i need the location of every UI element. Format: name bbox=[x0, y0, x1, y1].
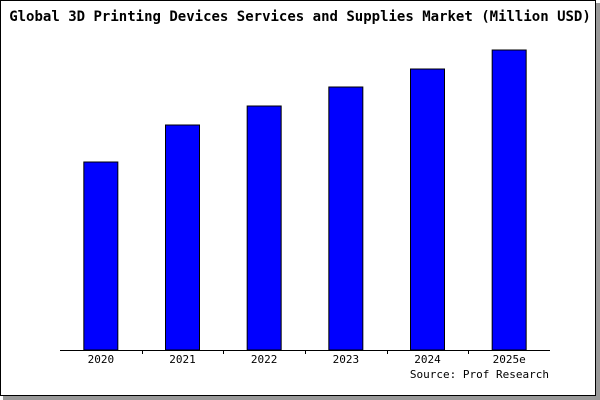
x-tick-label: 2023 bbox=[333, 353, 360, 366]
bar bbox=[246, 105, 282, 351]
bar bbox=[165, 124, 200, 351]
chart-title: Global 3D Printing Devices Services and … bbox=[9, 9, 591, 25]
source-note: Source: Prof Research bbox=[410, 368, 549, 381]
x-tick-label: 2025e bbox=[493, 353, 526, 366]
x-tick-label: 2022 bbox=[251, 353, 278, 366]
bar bbox=[491, 49, 527, 351]
bar bbox=[83, 161, 119, 351]
plot-area: 2020 2021 2022 2023 2024 2025e bbox=[60, 49, 550, 366]
bar bbox=[410, 68, 445, 351]
x-tick-label: 2024 bbox=[414, 353, 441, 366]
bar bbox=[328, 86, 364, 351]
clip: Global 3D Printing Devices Services and … bbox=[9, 9, 591, 25]
x-tick-label: 2020 bbox=[88, 353, 115, 366]
x-tick-label: 2021 bbox=[169, 353, 196, 366]
